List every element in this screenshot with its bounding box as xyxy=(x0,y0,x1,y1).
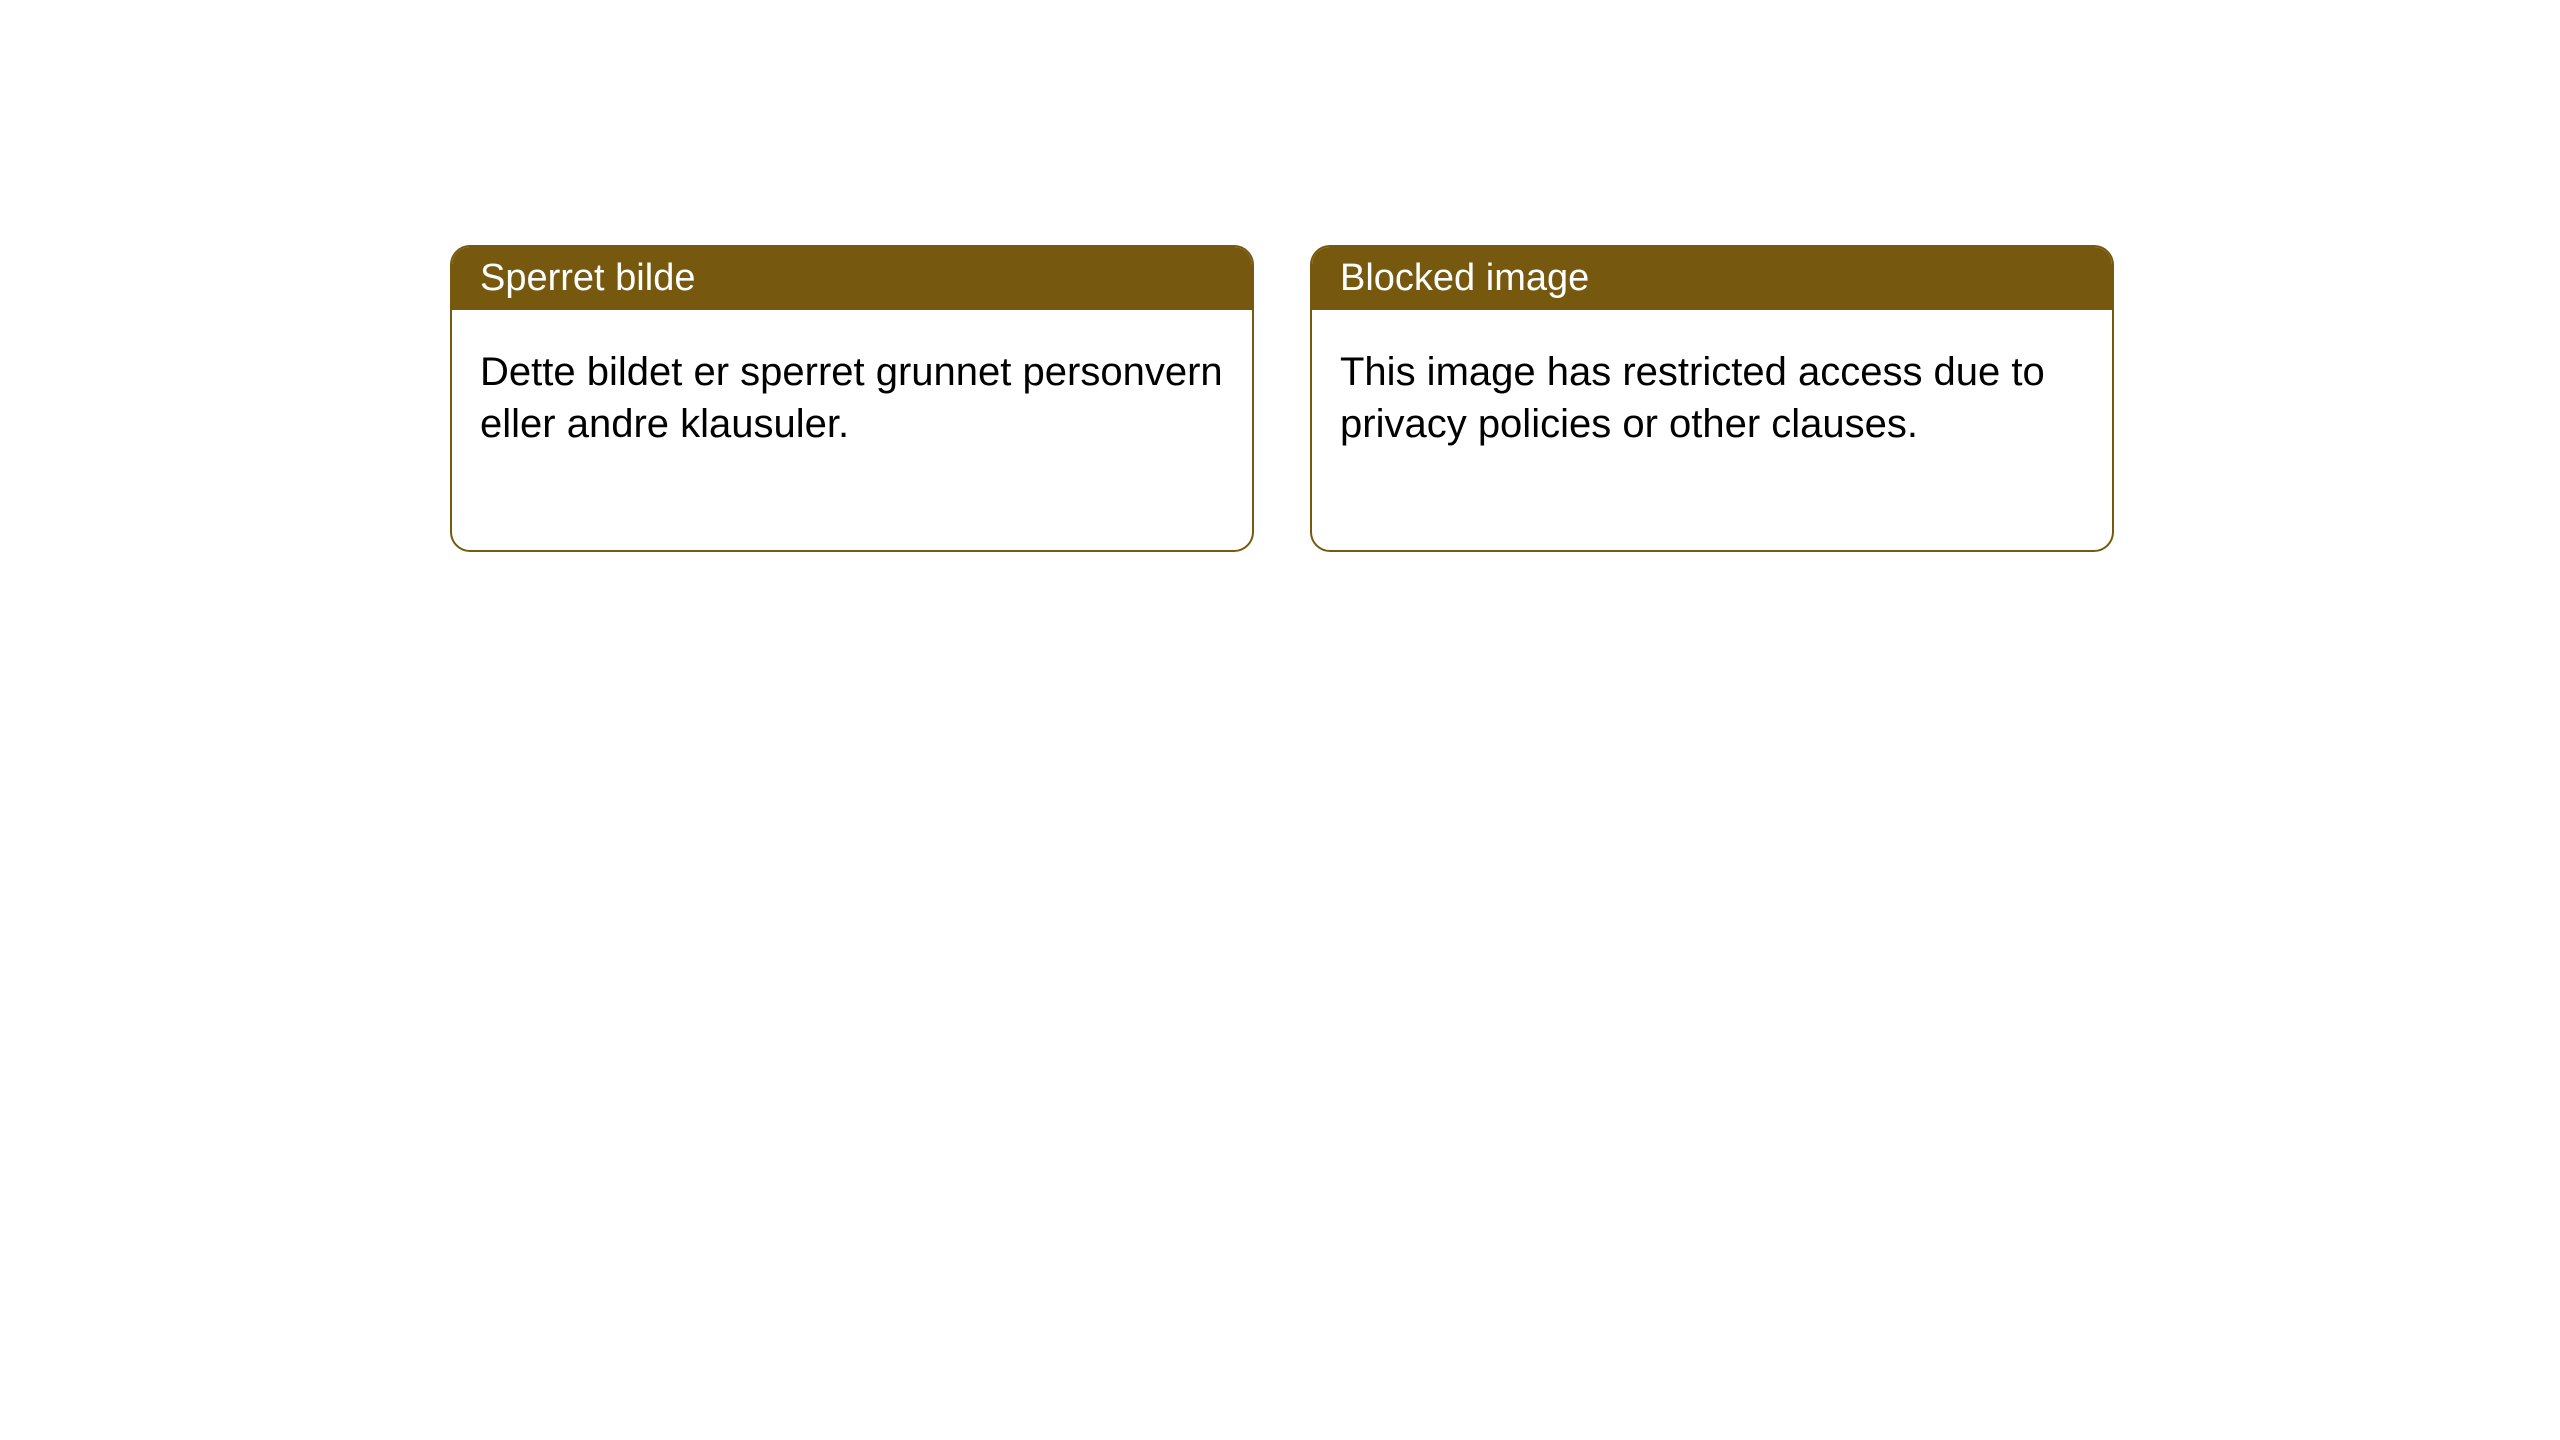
notice-card-body: This image has restricted access due to … xyxy=(1312,310,2112,550)
notice-card-english: Blocked image This image has restricted … xyxy=(1310,245,2114,552)
notice-cards-container: Sperret bilde Dette bildet er sperret gr… xyxy=(450,245,2114,552)
notice-card-title: Sperret bilde xyxy=(480,257,695,299)
notice-card-body-text: This image has restricted access due to … xyxy=(1340,350,2045,446)
notice-card-body: Dette bildet er sperret grunnet personve… xyxy=(452,310,1252,550)
notice-card-header: Sperret bilde xyxy=(452,247,1252,310)
notice-card-header: Blocked image xyxy=(1312,247,2112,310)
notice-card-title: Blocked image xyxy=(1340,257,1589,299)
notice-card-norwegian: Sperret bilde Dette bildet er sperret gr… xyxy=(450,245,1254,552)
notice-card-body-text: Dette bildet er sperret grunnet personve… xyxy=(480,350,1223,446)
